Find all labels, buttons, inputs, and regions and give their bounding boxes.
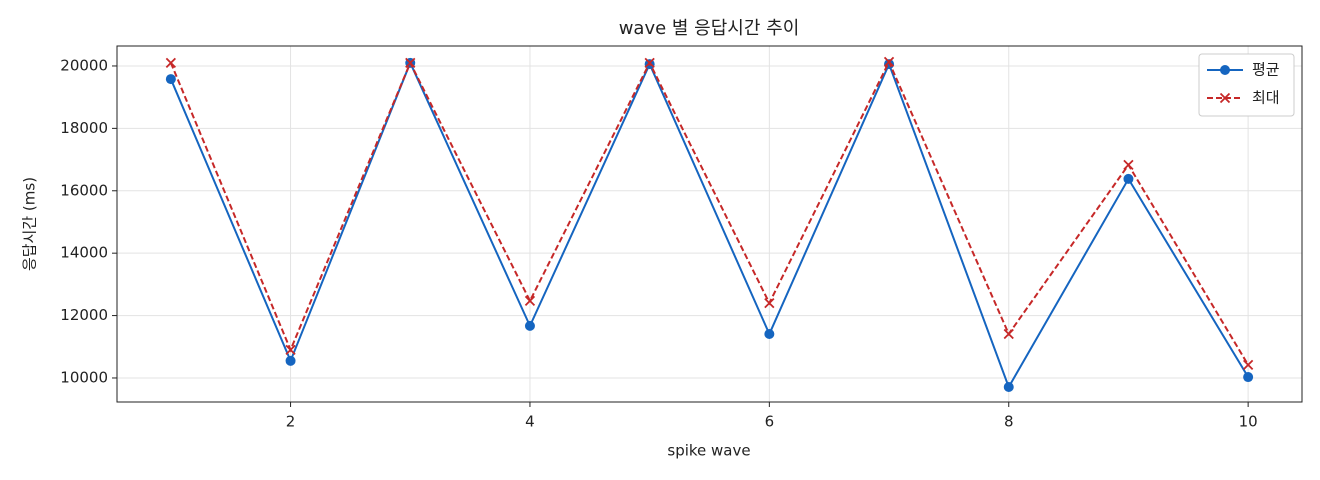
marker (1123, 173, 1134, 184)
y-tick-label: 12000 (60, 306, 108, 324)
legend-frame (1198, 53, 1295, 117)
x-tick-label: 10 (1239, 413, 1258, 431)
marker (165, 74, 176, 85)
marker (1219, 92, 1231, 104)
legend-label: 최대 (1252, 89, 1280, 107)
y-tick-label: 10000 (60, 368, 108, 386)
chart-title: wave 별 응답시간 추이 (619, 18, 800, 39)
marker (1243, 359, 1254, 371)
y-axis-label: 응답시간 (ms) (21, 177, 39, 271)
marker (883, 56, 895, 68)
x-tick-label: 8 (1004, 413, 1014, 431)
legend-label: 평균 (1252, 61, 1280, 79)
marker (1003, 328, 1014, 340)
plot-frame (116, 45, 1303, 403)
marker (165, 57, 177, 68)
marker (285, 355, 296, 366)
marker (1243, 372, 1254, 383)
x-tick-label: 2 (286, 413, 296, 431)
marker (1003, 382, 1014, 393)
y-tick-label: 20000 (60, 56, 108, 74)
x-tick-label: 4 (525, 413, 535, 431)
marker (1220, 65, 1230, 75)
series-line (169, 59, 1249, 366)
series-line (169, 60, 1249, 390)
marker (764, 297, 775, 309)
x-tick-label: 6 (765, 413, 775, 431)
y-tick-label: 14000 (60, 244, 108, 262)
marker (524, 295, 536, 307)
marker (285, 344, 296, 356)
marker (405, 57, 416, 68)
marker (764, 328, 775, 339)
marker (644, 57, 655, 68)
x-axis-label: spike wave (667, 442, 750, 460)
y-tick-label: 16000 (60, 181, 108, 199)
y-tick-label: 18000 (60, 119, 108, 137)
marker (1123, 159, 1134, 171)
marker (524, 320, 535, 331)
